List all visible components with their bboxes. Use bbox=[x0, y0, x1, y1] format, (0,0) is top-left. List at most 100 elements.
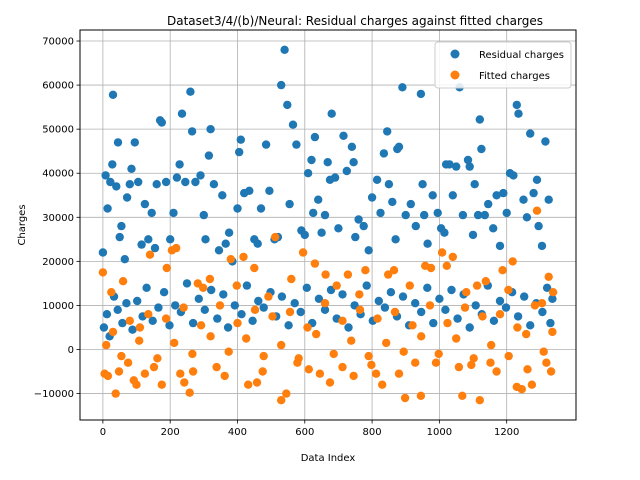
data-point bbox=[170, 338, 179, 348]
data-point bbox=[544, 272, 553, 281]
data-point bbox=[514, 109, 523, 118]
data-point bbox=[347, 142, 357, 151]
data-point bbox=[492, 191, 501, 200]
y-tick-label: 50000 bbox=[42, 125, 74, 136]
data-point bbox=[140, 199, 150, 209]
data-point bbox=[339, 131, 348, 140]
data-point bbox=[452, 162, 461, 171]
data-point bbox=[399, 347, 408, 356]
legend-box bbox=[434, 41, 572, 89]
data-point bbox=[185, 388, 194, 397]
data-point bbox=[310, 259, 320, 268]
data-point bbox=[334, 224, 343, 233]
data-point bbox=[548, 288, 558, 297]
data-point bbox=[452, 334, 461, 343]
data-point bbox=[271, 232, 280, 242]
data-point bbox=[445, 160, 454, 169]
data-point bbox=[454, 362, 464, 372]
data-point bbox=[277, 80, 286, 90]
data-point bbox=[148, 316, 157, 325]
data-point bbox=[344, 323, 353, 332]
data-point bbox=[469, 354, 478, 363]
legend-label-residual: Residual charges bbox=[479, 50, 564, 61]
data-point bbox=[99, 323, 109, 332]
data-point bbox=[390, 307, 400, 317]
data-point bbox=[112, 182, 121, 191]
data-point bbox=[169, 208, 178, 218]
data-point bbox=[513, 323, 522, 332]
data-point bbox=[106, 177, 115, 187]
data-point bbox=[342, 166, 351, 176]
data-point bbox=[137, 240, 146, 249]
data-point bbox=[237, 310, 246, 319]
data-point bbox=[462, 288, 471, 297]
y-tick-label: 20000 bbox=[42, 257, 74, 268]
data-point bbox=[546, 367, 556, 376]
data-point bbox=[442, 261, 451, 270]
data-point bbox=[520, 292, 529, 301]
data-point bbox=[406, 199, 415, 209]
data-point bbox=[128, 325, 137, 334]
data-point bbox=[150, 243, 160, 253]
data-point bbox=[372, 175, 382, 184]
data-point bbox=[475, 115, 484, 124]
data-point bbox=[467, 360, 476, 370]
data-point bbox=[418, 180, 427, 189]
data-point bbox=[102, 340, 111, 350]
data-point bbox=[508, 257, 517, 266]
plot-frame bbox=[79, 29, 577, 421]
data-point bbox=[537, 299, 547, 308]
data-point bbox=[391, 235, 400, 244]
data-point bbox=[544, 195, 553, 204]
data-point bbox=[127, 164, 136, 173]
data-point bbox=[177, 109, 187, 118]
data-point bbox=[287, 274, 296, 284]
x-tick-label: 1200 bbox=[494, 427, 519, 438]
data-point bbox=[417, 332, 426, 341]
data-point bbox=[254, 296, 263, 306]
data-point bbox=[261, 140, 271, 149]
data-point bbox=[538, 307, 547, 317]
data-point bbox=[162, 263, 171, 273]
data-point bbox=[495, 241, 505, 251]
data-point bbox=[235, 147, 244, 157]
data-point bbox=[317, 228, 326, 237]
data-point bbox=[149, 362, 159, 372]
y-tick-label: 10000 bbox=[42, 301, 74, 312]
series-fitted-charges bbox=[98, 206, 558, 405]
data-point bbox=[125, 180, 134, 189]
data-point bbox=[460, 303, 470, 312]
data-point bbox=[398, 83, 407, 92]
data-point bbox=[512, 100, 521, 110]
data-point bbox=[495, 310, 505, 319]
data-point bbox=[209, 180, 219, 189]
data-point bbox=[367, 360, 376, 370]
data-point bbox=[434, 349, 443, 359]
data-point bbox=[400, 393, 410, 403]
data-point bbox=[382, 338, 391, 348]
data-point bbox=[394, 142, 404, 151]
data-point bbox=[361, 266, 370, 275]
data-point bbox=[133, 296, 142, 306]
data-point bbox=[398, 292, 408, 301]
data-point bbox=[280, 45, 289, 54]
data-point bbox=[252, 378, 262, 387]
data-point bbox=[463, 155, 473, 165]
data-point bbox=[214, 246, 224, 255]
data-point bbox=[201, 235, 210, 244]
data-point bbox=[477, 144, 486, 154]
data-point bbox=[495, 296, 505, 306]
data-point bbox=[472, 281, 482, 290]
data-point bbox=[153, 354, 162, 363]
data-point bbox=[355, 305, 365, 314]
y-axis-label: Charges bbox=[17, 204, 28, 245]
data-point bbox=[259, 351, 268, 361]
data-point bbox=[166, 235, 175, 244]
data-point bbox=[314, 294, 324, 303]
data-point bbox=[288, 120, 298, 129]
data-point bbox=[453, 314, 462, 323]
data-point bbox=[443, 318, 452, 328]
data-point bbox=[458, 210, 468, 220]
data-point bbox=[223, 323, 233, 332]
